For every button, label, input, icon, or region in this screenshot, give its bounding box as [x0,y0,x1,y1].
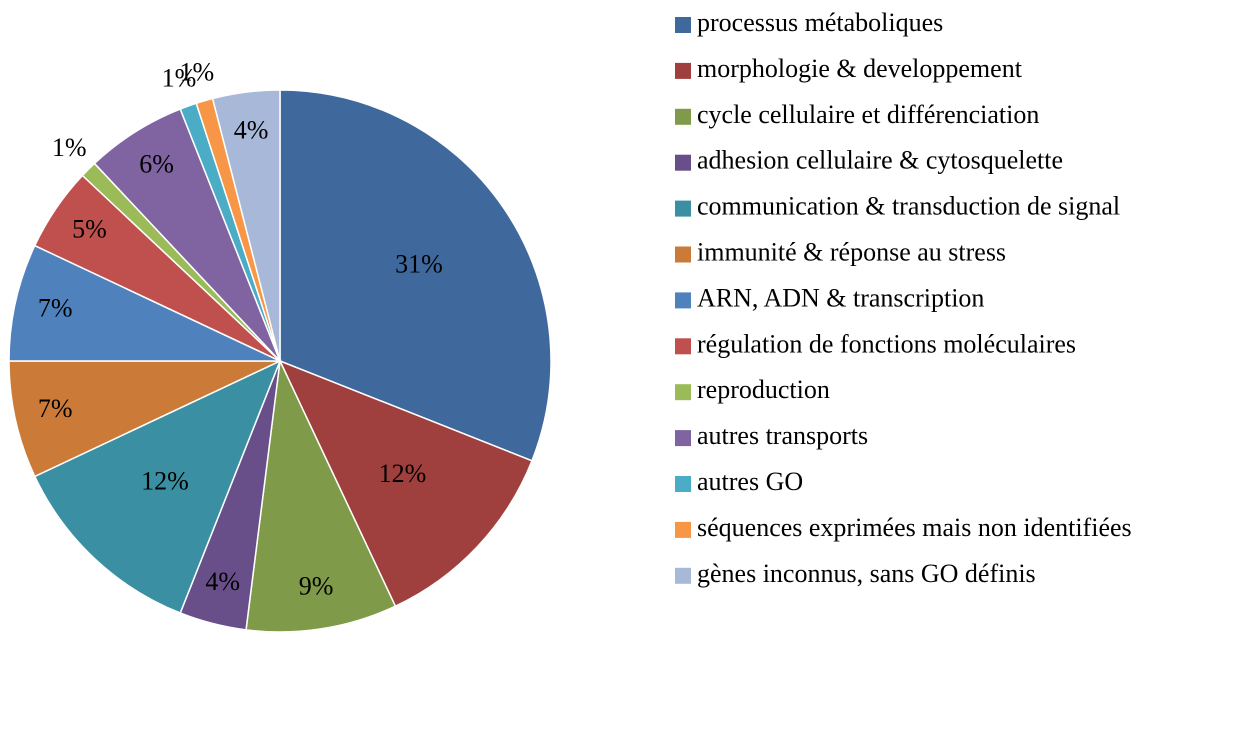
pie-slice [8,360,281,478]
data-label: 12% [141,466,189,495]
legend-swatch [675,246,691,263]
legend-label: séquences exprimées mais non identifiées [697,513,1132,542]
legend-label: morphologie & developpement [697,54,1023,83]
data-label: 1% [162,63,197,92]
legend-label: adhesion cellulaire & cytosquelette [697,146,1063,175]
data-label: 1% [179,58,214,87]
legend-label: communication & transduction de signal [697,192,1120,221]
pie-slice [211,89,281,362]
legend-swatch [675,200,691,217]
legend-swatch [675,476,691,492]
legend-label: processus métaboliques [697,8,943,37]
legend-label: ARN, ADN & transcription [697,283,984,312]
data-label: 1% [52,133,87,162]
pie-slice [279,89,552,462]
legend-swatch [675,17,691,33]
legend-swatch [675,62,691,79]
legend-label: régulation de fonctions moléculaires [697,329,1076,358]
data-label: 31% [395,250,443,279]
legend-label: immunité & réponse au stress [697,237,1006,266]
pie-slice [278,359,533,608]
data-label: 5% [72,214,107,243]
data-label: 4% [234,115,269,144]
pie-slice [8,244,281,362]
legend-swatch [675,292,691,309]
legend-label: autres GO [697,467,803,496]
legend-swatch [675,338,691,355]
legend-label: cycle cellulaire et différenciation [697,100,1039,129]
legend-swatch [675,108,691,125]
legend-label: autres transports [697,421,868,450]
data-label: 4% [205,567,240,596]
legend-swatch [675,521,691,538]
data-label: 7% [38,294,73,323]
data-label: 12% [379,459,427,488]
legend-swatch [675,154,691,171]
legend-label: reproduction [697,375,830,404]
pie-slice [33,359,282,614]
data-label: 9% [299,571,334,600]
legend-swatch [675,384,691,401]
data-label: 7% [38,394,73,423]
pie-slice [245,358,397,633]
legend-swatch [675,430,691,447]
legend-swatch [675,567,691,584]
legend-label: gènes inconnus, sans GO définis [697,559,1036,588]
data-label: 6% [139,149,174,178]
